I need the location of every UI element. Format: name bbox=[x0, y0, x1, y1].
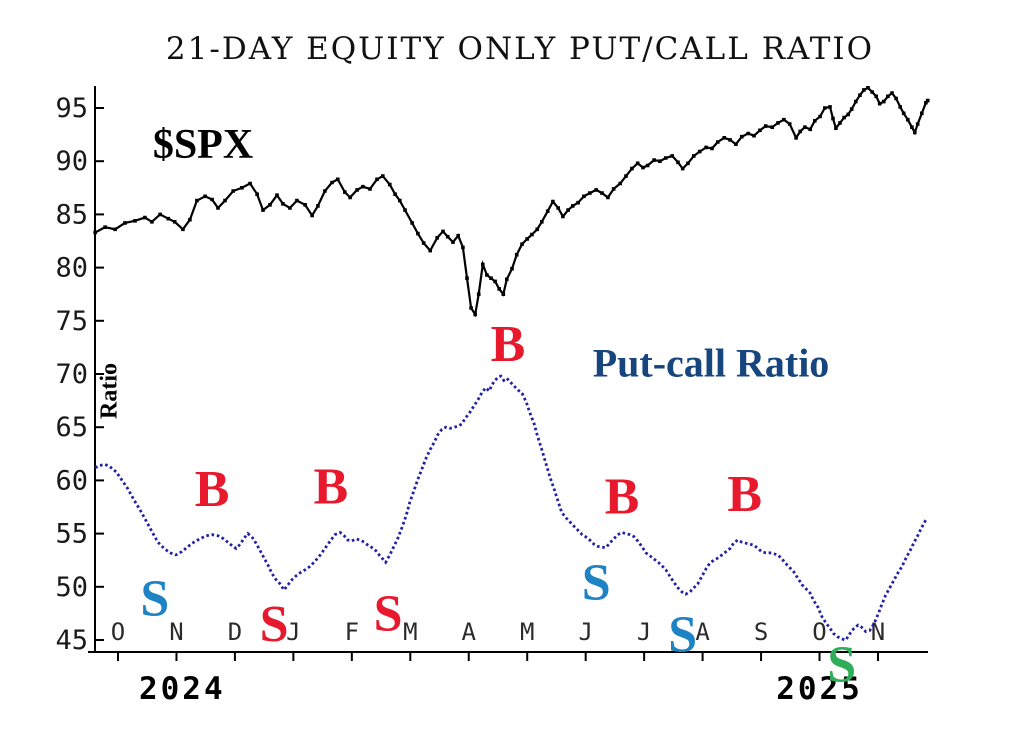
buy-signal-marker: B bbox=[195, 461, 230, 518]
x-axis-year-label: 2025 bbox=[776, 671, 863, 707]
spx-price-markers bbox=[93, 86, 930, 317]
buy-signal-marker: B bbox=[605, 468, 640, 525]
spx-series-label: $SPX bbox=[152, 122, 254, 168]
y-axis-tick-label: 85 bbox=[55, 199, 88, 230]
x-axis-month-label: J bbox=[637, 618, 651, 646]
putcall-series-label: Put-call Ratio bbox=[592, 340, 830, 386]
x-axis-month-label: J bbox=[578, 618, 592, 646]
sell-signal-marker: S bbox=[827, 636, 856, 693]
x-axis-month-label: N bbox=[169, 618, 183, 646]
x-axis-month-label: A bbox=[695, 618, 710, 646]
buy-signal-marker: B bbox=[491, 316, 526, 373]
chart-title: 21-DAY EQUITY ONLY PUT/CALL RATIO bbox=[165, 31, 875, 67]
x-axis-month-label: A bbox=[462, 618, 477, 646]
y-axis-tick-label: 45 bbox=[55, 625, 88, 656]
sell-signal-marker: S bbox=[140, 570, 169, 627]
sell-signal-marker: S bbox=[668, 607, 697, 664]
y-axis-tick-label: 80 bbox=[55, 253, 88, 284]
y-axis-tick-label: 70 bbox=[55, 359, 88, 390]
sell-signal-marker: S bbox=[260, 596, 289, 653]
spx-price-line bbox=[94, 86, 929, 318]
x-axis-month-label: D bbox=[228, 618, 242, 646]
x-axis-month-label: J bbox=[286, 618, 300, 646]
sell-signal-marker: S bbox=[582, 554, 611, 611]
x-axis-month-label: N bbox=[871, 618, 885, 646]
y-axis-tick-label: 60 bbox=[55, 465, 88, 496]
y-axis-tick-label: 55 bbox=[55, 519, 88, 550]
x-axis-month-label: S bbox=[754, 618, 768, 646]
x-axis-month-label: M bbox=[520, 618, 534, 646]
x-axis-month-label: M bbox=[403, 618, 417, 646]
x-axis-month-label: F bbox=[345, 618, 359, 646]
buy-signal-marker: B bbox=[313, 459, 348, 516]
buy-signal-marker: B bbox=[727, 466, 762, 523]
y-axis-tick-label: 95 bbox=[55, 93, 88, 124]
x-axis-year-label: 2024 bbox=[139, 671, 226, 707]
y-axis-tick-label: 50 bbox=[55, 572, 88, 603]
sell-signal-marker: S bbox=[374, 585, 403, 642]
putcall-ratio-line bbox=[94, 374, 928, 642]
y-axis-tick-label: 90 bbox=[55, 146, 88, 177]
y-axis-tick-label: 75 bbox=[55, 306, 88, 337]
x-axis-month-label: O bbox=[111, 618, 125, 646]
x-axis-month-label: O bbox=[812, 618, 826, 646]
y-axis-tick-label: 65 bbox=[55, 412, 88, 443]
